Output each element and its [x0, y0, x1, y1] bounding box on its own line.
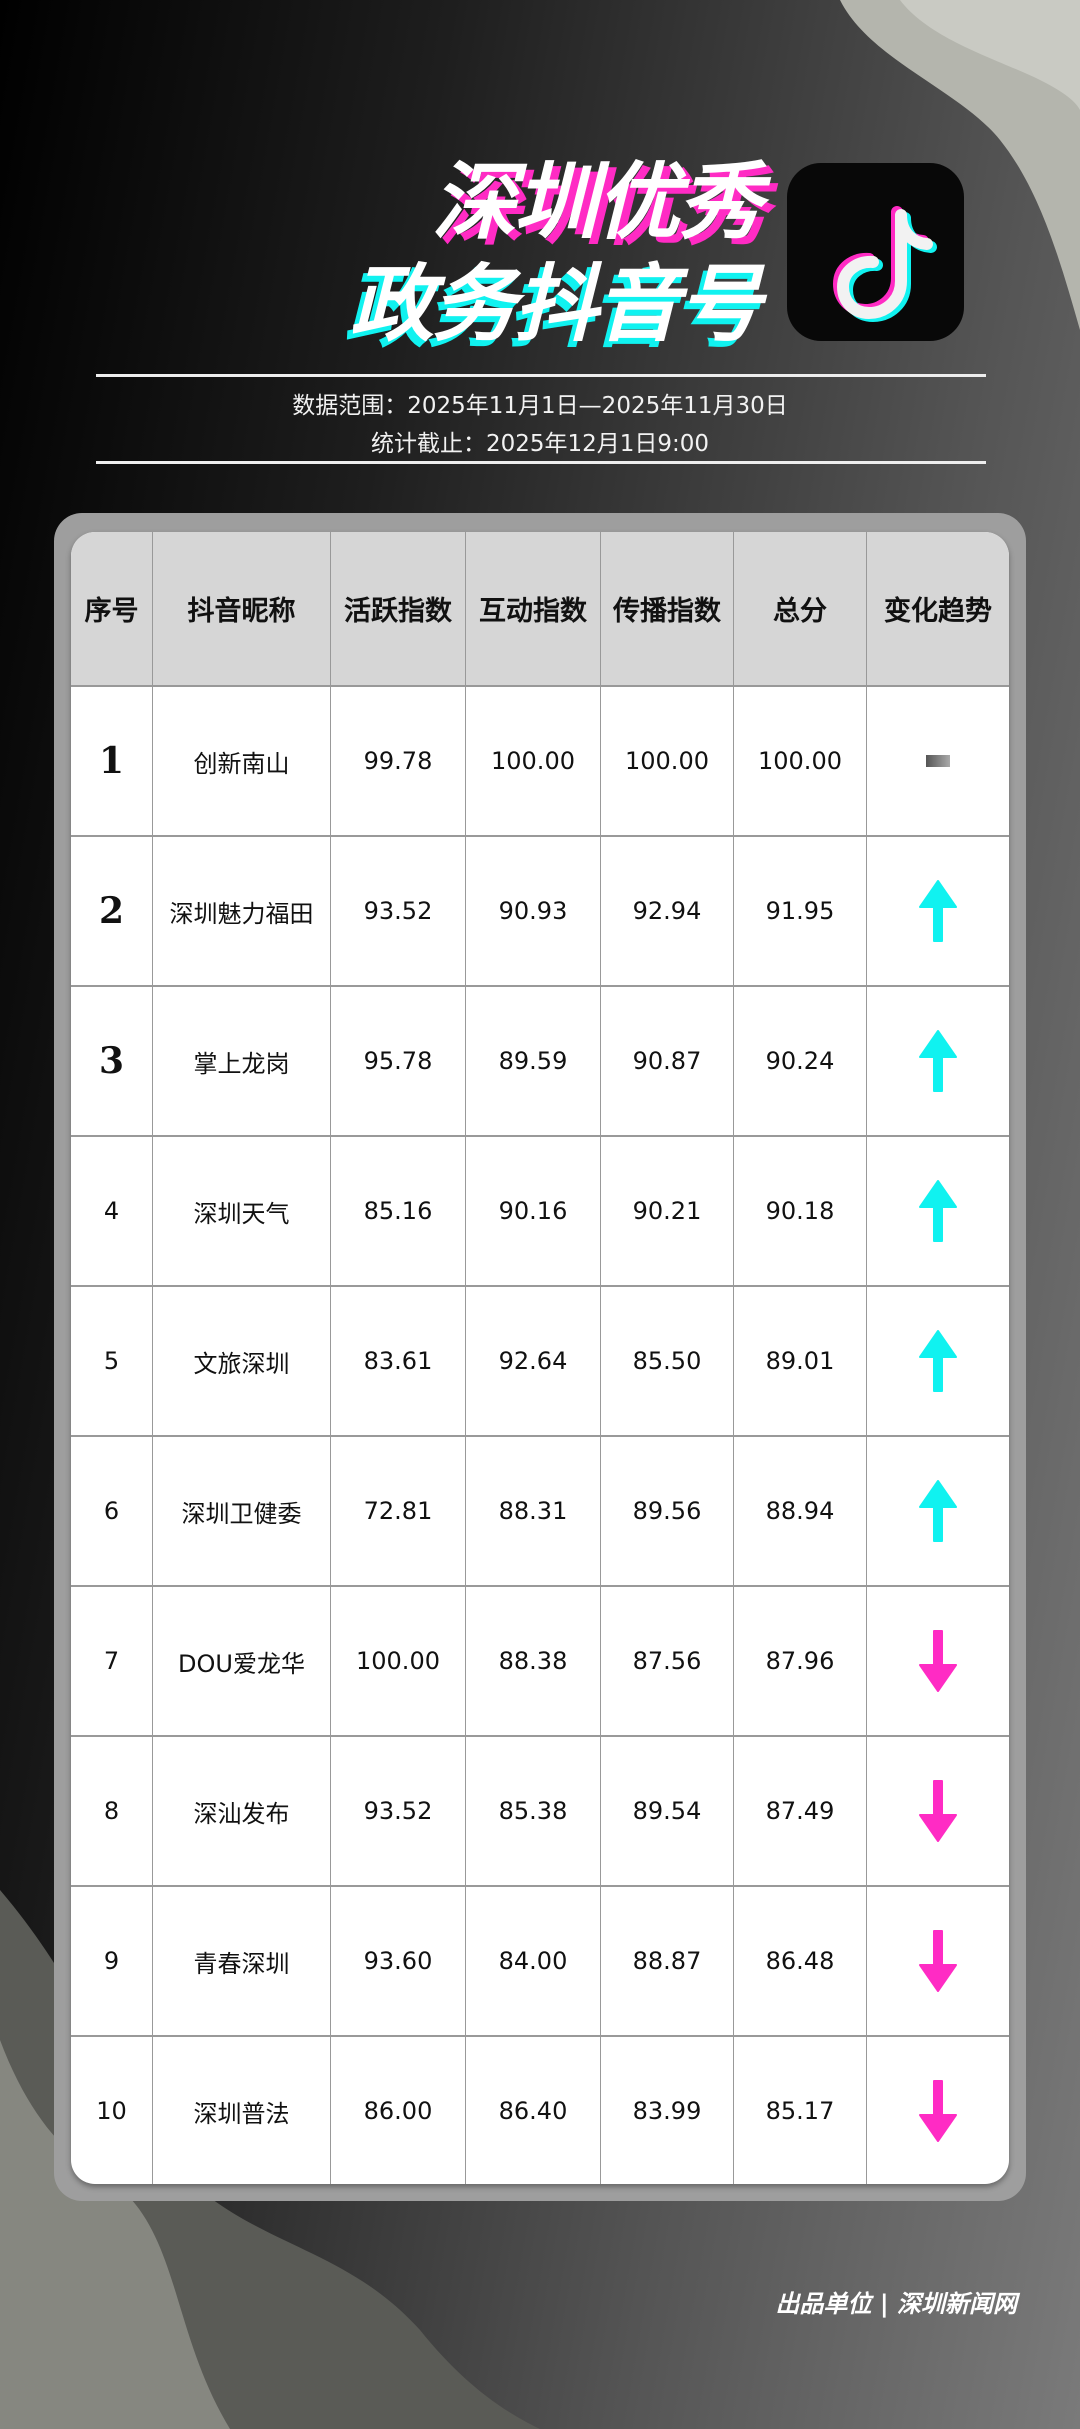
- divider-top: [96, 374, 986, 377]
- total-cell: 89.01: [733, 1287, 866, 1435]
- rank-cell: 8: [103, 1797, 120, 1825]
- title-line2: 政务抖音号: [349, 255, 762, 353]
- active-cell: 86.00: [330, 2037, 465, 2184]
- column-header: 传播指数: [600, 532, 733, 685]
- rank-cell: 4: [103, 1197, 120, 1225]
- table-row: 3 掌上龙岗 95.78 89.59 90.87 90.24: [71, 985, 1009, 1135]
- table-header: 序号 抖音昵称 活跃指数 互动指数 传播指数 总分 变化趋势: [71, 532, 1009, 685]
- trend-down-arrow-icon: [866, 2037, 1009, 2184]
- spread-cell: 90.21: [600, 1137, 733, 1285]
- trend-down-arrow-icon: [866, 1587, 1009, 1735]
- table-row: 8 深汕发布 93.52 85.38 89.54 87.49: [71, 1735, 1009, 1885]
- spread-cell: 89.54: [600, 1737, 733, 1885]
- column-header: 互动指数: [465, 532, 600, 685]
- interact-cell: 84.00: [465, 1887, 600, 2035]
- total-cell: 100.00: [733, 687, 866, 835]
- total-cell: 85.17: [733, 2037, 866, 2184]
- table-row: 7 DOU爱龙华 100.00 88.38 87.56 87.96: [71, 1585, 1009, 1735]
- trend-up-arrow-icon: [866, 1287, 1009, 1435]
- trend-up-arrow-icon: [866, 1437, 1009, 1585]
- rank-cell: 9: [103, 1947, 120, 1975]
- column-header: 序号: [84, 596, 139, 627]
- spread-cell: 100.00: [600, 687, 733, 835]
- interact-cell: 88.38: [465, 1587, 600, 1735]
- total-cell: 88.94: [733, 1437, 866, 1585]
- interact-cell: 90.16: [465, 1137, 600, 1285]
- spread-cell: 87.56: [600, 1587, 733, 1735]
- name-cell: 文旅深圳: [152, 1287, 330, 1435]
- rank-cell: 6: [103, 1497, 120, 1525]
- active-cell: 95.78: [330, 987, 465, 1135]
- spread-cell: 88.87: [600, 1887, 733, 2035]
- interact-cell: 88.31: [465, 1437, 600, 1585]
- spread-cell: 83.99: [600, 2037, 733, 2184]
- interact-cell: 100.00: [465, 687, 600, 835]
- ranking-table: 序号 抖音昵称 活跃指数 互动指数 传播指数 总分 变化趋势 1 创新南山 99.78 100.0…: [71, 532, 1009, 2184]
- total-cell: 87.49: [733, 1737, 866, 1885]
- rank-cell: 2: [98, 890, 125, 932]
- active-cell: 85.16: [330, 1137, 465, 1285]
- active-cell: 99.78: [330, 687, 465, 835]
- rank-cell: 1: [98, 740, 125, 782]
- data-range: 数据范围：2025年11月1日—2025年11月30日: [292, 393, 788, 419]
- table-row: 4 深圳天气 85.16 90.16 90.21 90.18: [71, 1135, 1009, 1285]
- interact-cell: 85.38: [465, 1737, 600, 1885]
- column-header: 总分: [733, 532, 866, 685]
- title-line1: 深圳优秀: [431, 153, 762, 251]
- trend-flat-icon: [866, 687, 1009, 835]
- trend-up-arrow-icon: [866, 837, 1009, 985]
- rank-cell: 3: [98, 1040, 125, 1082]
- trend-down-arrow-icon: [866, 1887, 1009, 2035]
- table-row: 9 青春深圳 93.60 84.00 88.87 86.48: [71, 1885, 1009, 2035]
- name-cell: 创新南山: [152, 687, 330, 835]
- name-cell: 掌上龙岗: [152, 987, 330, 1135]
- total-cell: 90.24: [733, 987, 866, 1135]
- active-cell: 100.00: [330, 1587, 465, 1735]
- total-cell: 87.96: [733, 1587, 866, 1735]
- name-cell: 深圳普法: [152, 2037, 330, 2184]
- name-cell: 深圳天气: [152, 1137, 330, 1285]
- table-row: 5 文旅深圳 83.61 92.64 85.50 89.01: [71, 1285, 1009, 1435]
- active-cell: 93.52: [330, 1737, 465, 1885]
- table-row: 10 深圳普法 86.00 86.40 83.99 85.17: [71, 2035, 1009, 2184]
- trend-up-arrow-icon: [866, 1137, 1009, 1285]
- interact-cell: 86.40: [465, 2037, 600, 2184]
- spread-cell: 92.94: [600, 837, 733, 985]
- name-cell: 深圳卫健委: [152, 1437, 330, 1585]
- total-cell: 86.48: [733, 1887, 866, 2035]
- name-cell: 青春深圳: [152, 1887, 330, 2035]
- cutoff-time: 统计截止：2025年12月1日9:00: [370, 431, 710, 457]
- spread-cell: 85.50: [600, 1287, 733, 1435]
- douyin-logo: [787, 163, 964, 341]
- interact-cell: 89.59: [465, 987, 600, 1135]
- trend-down-arrow-icon: [866, 1737, 1009, 1885]
- spread-cell: 89.56: [600, 1437, 733, 1585]
- name-cell: 深圳魅力福田: [152, 837, 330, 985]
- table-row: 6 深圳卫健委 72.81 88.31 89.56 88.94: [71, 1435, 1009, 1585]
- rank-cell: 7: [103, 1647, 120, 1675]
- producer-credit: 出品单位 | 深圳新闻网: [775, 2290, 1017, 2318]
- active-cell: 83.61: [330, 1287, 465, 1435]
- table-row: 2 深圳魅力福田 93.52 90.93 92.94 91.95: [71, 835, 1009, 985]
- trend-up-arrow-icon: [866, 987, 1009, 1135]
- active-cell: 93.60: [330, 1887, 465, 2035]
- rank-cell: 5: [103, 1347, 120, 1375]
- column-header: 抖音昵称: [152, 532, 330, 685]
- divider-bottom: [96, 461, 986, 464]
- interact-cell: 92.64: [465, 1287, 600, 1435]
- total-cell: 90.18: [733, 1137, 866, 1285]
- name-cell: 深汕发布: [152, 1737, 330, 1885]
- rank-cell: 10: [96, 2097, 127, 2125]
- active-cell: 72.81: [330, 1437, 465, 1585]
- table-row: 1 创新南山 99.78 100.00 100.00 100.00: [71, 685, 1009, 835]
- name-cell: DOU爱龙华: [152, 1587, 330, 1735]
- total-cell: 91.95: [733, 837, 866, 985]
- column-header: 变化趋势: [866, 532, 1009, 685]
- spread-cell: 90.87: [600, 987, 733, 1135]
- column-header: 活跃指数: [330, 532, 465, 685]
- active-cell: 93.52: [330, 837, 465, 985]
- interact-cell: 90.93: [465, 837, 600, 985]
